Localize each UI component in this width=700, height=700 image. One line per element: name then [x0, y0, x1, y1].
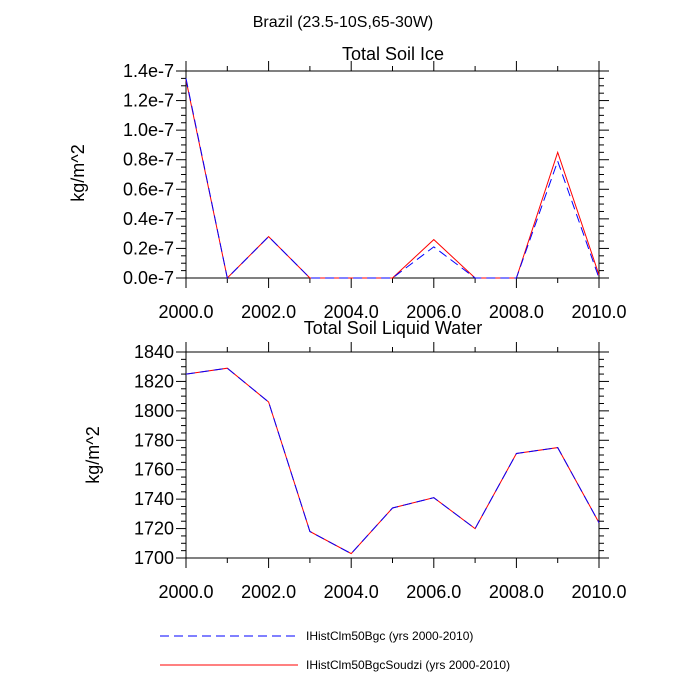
x-tick-label: 2000.0 [158, 582, 213, 602]
y-axis-label: kg/m^2 [68, 144, 88, 201]
y-tick-label: 0.8e-7 [123, 150, 174, 170]
series-line-1 [185, 367, 600, 555]
x-tick-label: 2006.0 [406, 302, 461, 322]
x-tick-label: 2002.0 [241, 582, 296, 602]
x-tick-label: 2010.0 [571, 302, 626, 322]
y-tick-label: 1800 [134, 401, 174, 421]
y-tick-label: 1740 [134, 489, 174, 509]
y-axis-label: kg/m^2 [83, 426, 103, 483]
y-tick-label: 1780 [134, 430, 174, 450]
series-line-0 [185, 367, 600, 555]
legend-label-0: IHistClm50Bgc (yrs 2000-2010) [306, 629, 473, 643]
x-tick-label: 2008.0 [489, 302, 544, 322]
legend: IHistClm50Bgc (yrs 2000-2010) IHistClm50… [160, 629, 510, 672]
figure-suptitle: Brazil (23.5-10S,65-30W) [253, 14, 434, 31]
y-tick-label: 1.2e-7 [123, 91, 174, 111]
y-tick-label: 1700 [134, 548, 174, 568]
y-tick-label: 0.6e-7 [123, 179, 174, 199]
x-tick-label: 2004.0 [324, 582, 379, 602]
panel-title: Total Soil Ice [342, 44, 444, 64]
y-tick-label: 1.0e-7 [123, 120, 174, 140]
y-tick-label: 1760 [134, 460, 174, 480]
legend-label-1: IHistClm50BgcSoudzi (yrs 2000-2010) [306, 658, 510, 672]
y-tick-label: 1.4e-7 [123, 61, 174, 81]
y-tick-label: 1840 [134, 342, 174, 362]
y-tick-label: 0.2e-7 [123, 238, 174, 258]
y-tick-label: 0.0e-7 [123, 268, 174, 288]
plot-frame [185, 70, 600, 279]
y-tick-label: 1820 [134, 371, 174, 391]
panel-title: Total Soil Liquid Water [304, 318, 482, 338]
plot-frame [185, 351, 600, 559]
series-line-1 [185, 79, 600, 280]
panel-total-soil-ice: Total Soil Ice kg/m^2 0.0e-7 0.2e-7 0.4e-7… [68, 44, 627, 322]
series-line-0 [185, 78, 600, 280]
panel-total-soil-liquid-water: Total Soil Liquid Water kg/m^2 1700 1720 1… [83, 318, 627, 602]
x-tick-label: 2004.0 [324, 302, 379, 322]
y-tick-label: 1720 [134, 519, 174, 539]
x-tick-label: 2000.0 [158, 302, 213, 322]
x-tick-label: 2006.0 [406, 582, 461, 602]
y-tick-label: 0.4e-7 [123, 209, 174, 229]
x-tick-label: 2002.0 [241, 302, 296, 322]
x-tick-label: 2008.0 [489, 582, 544, 602]
x-tick-label: 2010.0 [571, 582, 626, 602]
